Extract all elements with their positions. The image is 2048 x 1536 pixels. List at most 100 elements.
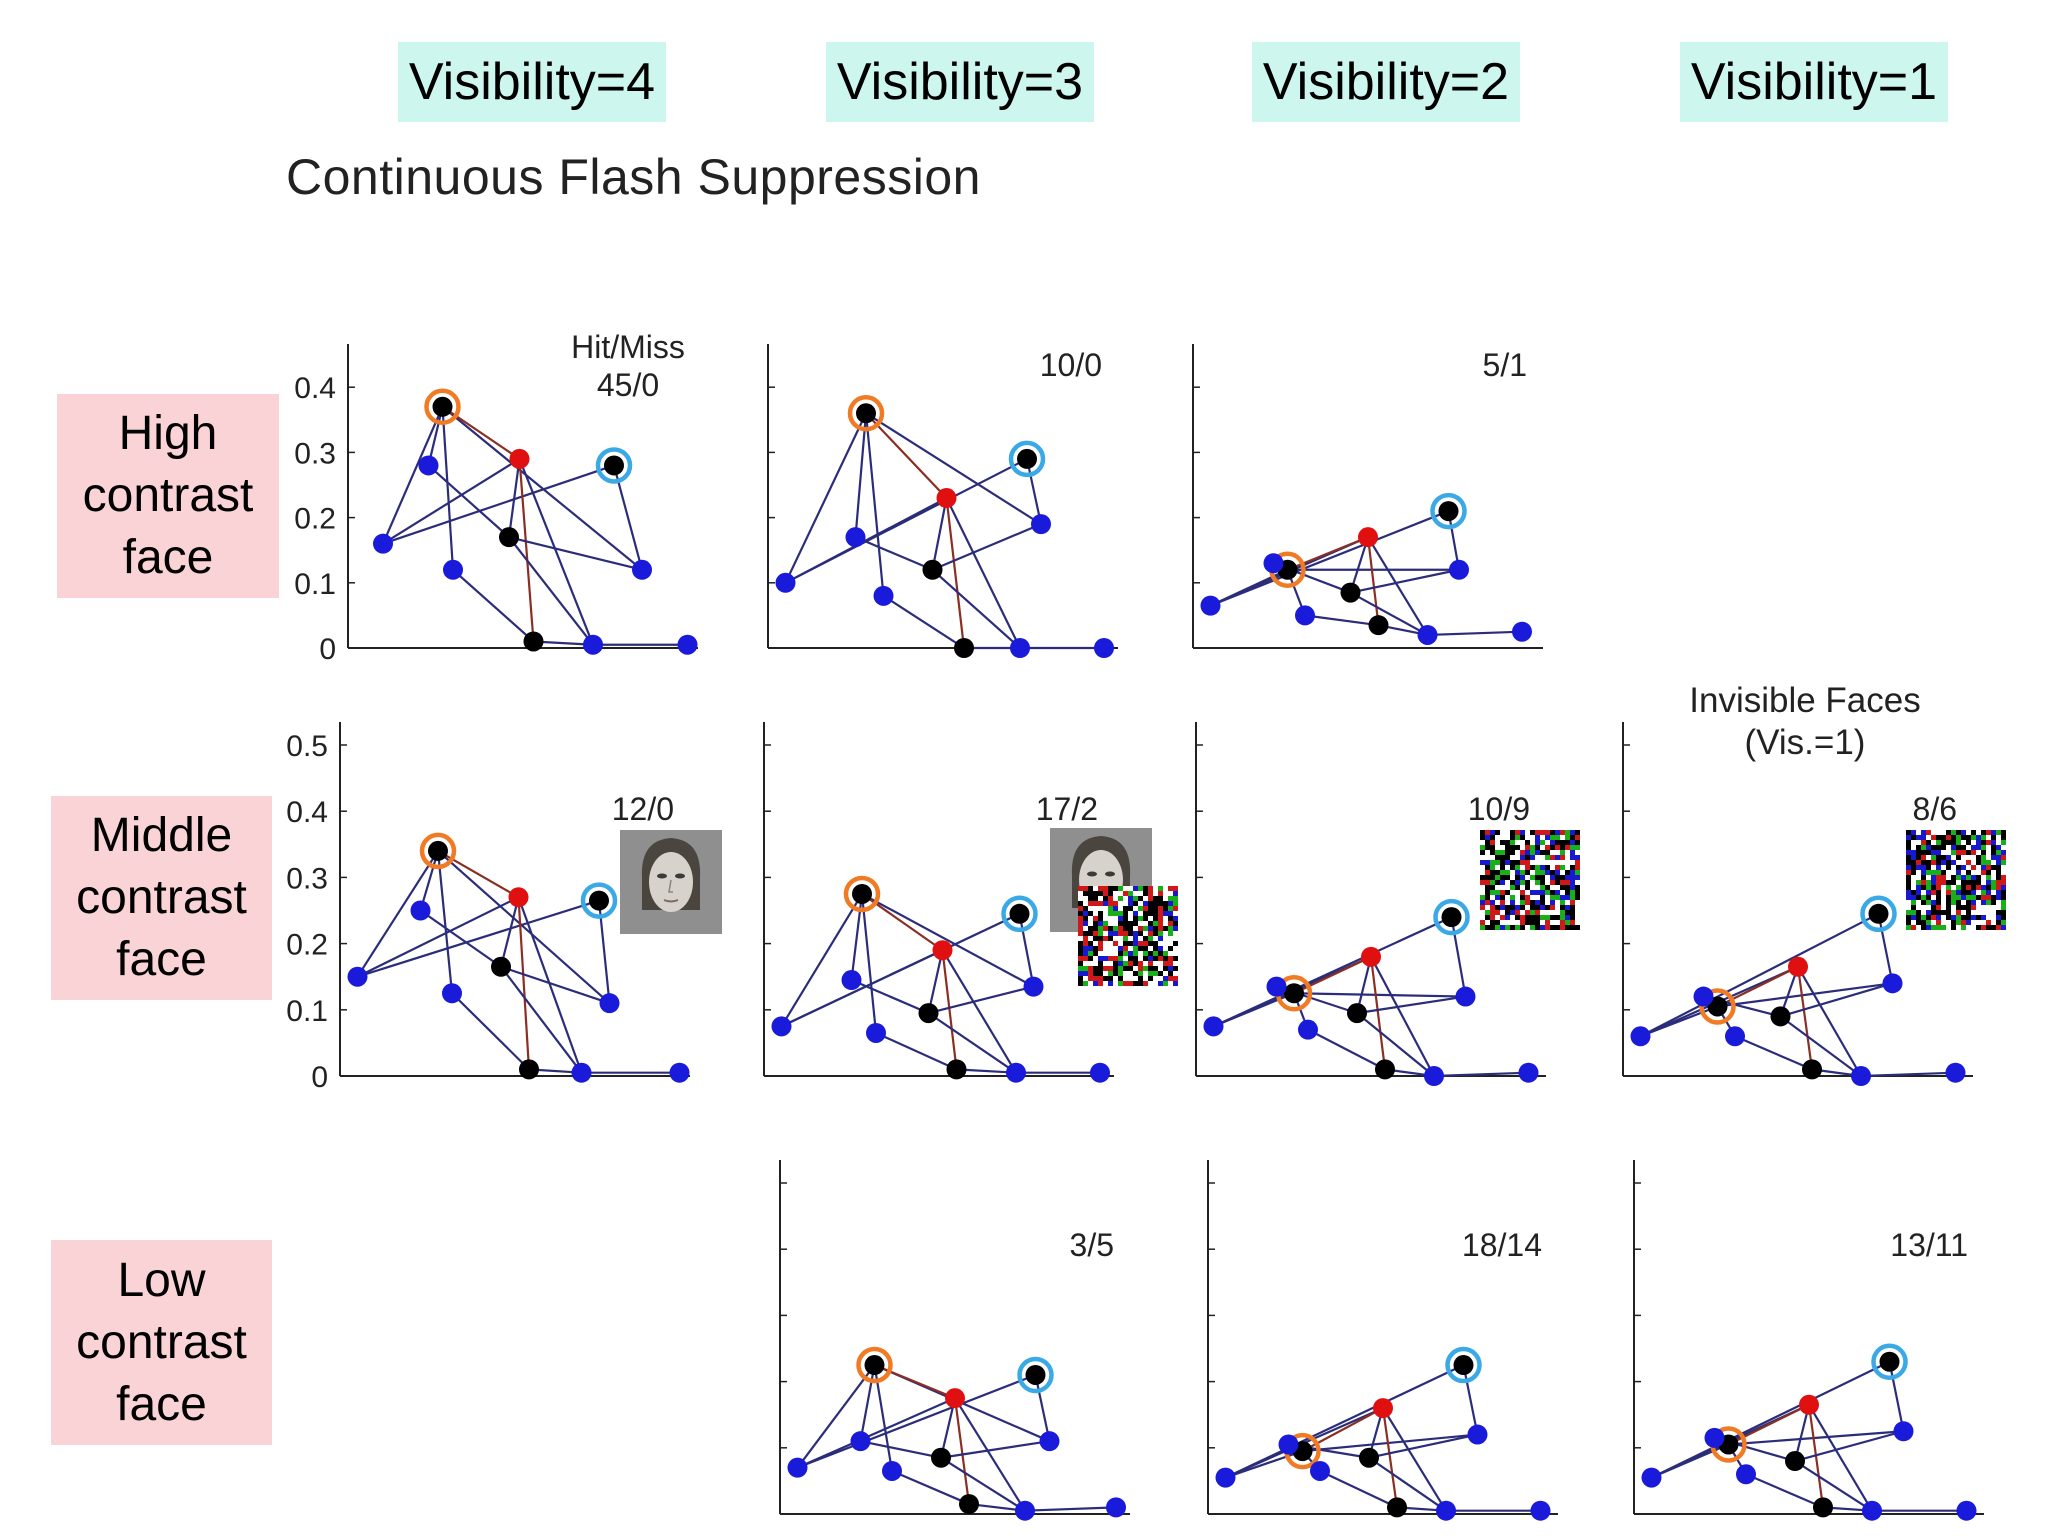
graph-edge	[865, 412, 948, 499]
noise-cell	[1153, 896, 1158, 901]
graph-edge	[797, 1373, 1036, 1469]
noise-cell	[1921, 920, 1926, 925]
noise-cell	[1158, 921, 1163, 926]
graph-node	[677, 634, 698, 655]
hit-miss-label: 5/1	[1483, 347, 1527, 383]
noise-cell	[1996, 885, 2001, 890]
noise-cell	[1951, 895, 1956, 900]
noise-cell	[1485, 835, 1490, 840]
noise-cell	[1941, 925, 1946, 930]
noise-cell	[1108, 956, 1113, 961]
noise-cell	[1158, 971, 1163, 976]
noise-cell	[1108, 911, 1113, 916]
graph-node	[864, 1355, 885, 1376]
noise-cell	[1123, 966, 1128, 971]
noise-cell	[1966, 835, 1971, 840]
noise-cell	[1153, 951, 1158, 956]
noise-cell	[1083, 941, 1088, 946]
graph-edge	[1728, 1430, 1904, 1446]
noise-cell	[1515, 865, 1520, 870]
noise-cell	[1148, 951, 1153, 956]
noise-cell	[1540, 850, 1545, 855]
graph-node	[1630, 1026, 1651, 1047]
graph-edge	[784, 412, 867, 584]
graph-edge	[780, 893, 863, 1027]
node-ring	[595, 447, 633, 484]
noise-cell	[1971, 905, 1976, 910]
noise-cell	[1173, 976, 1178, 981]
noise-cell	[1565, 910, 1570, 915]
noise-cell	[1138, 971, 1143, 976]
noise-cell	[1158, 896, 1163, 901]
noise-cell	[1088, 946, 1093, 951]
graph-edge	[1381, 1407, 1399, 1508]
noise-cell	[1906, 850, 1911, 855]
node-ring	[843, 875, 881, 913]
noise-cell	[1991, 855, 1996, 860]
noise-cell	[1118, 926, 1123, 931]
noise-cell	[1163, 966, 1168, 971]
graph-node	[932, 940, 953, 961]
noise-cell	[1123, 946, 1128, 951]
noise-cell	[1916, 885, 1921, 890]
row-label-line: contrast	[76, 871, 247, 924]
graph-edge	[1350, 568, 1460, 594]
noise-cell	[1966, 920, 1971, 925]
noise-cell	[1153, 966, 1158, 971]
noise-cell	[1138, 926, 1143, 931]
noise-cell	[1560, 865, 1565, 870]
noise-cell	[1555, 835, 1560, 840]
noise-cell	[1123, 906, 1128, 911]
noise-cell	[1951, 925, 1956, 930]
noise-cell	[1540, 895, 1545, 900]
noise-cell	[1956, 910, 1961, 915]
noise-cell	[1906, 835, 1911, 840]
graph-node	[442, 983, 462, 1004]
noise-cell	[1128, 981, 1133, 986]
graph-edge	[1356, 995, 1466, 1015]
graph-edge	[1779, 1015, 1862, 1077]
graph-edge	[499, 896, 520, 968]
noise-cell	[1906, 840, 1911, 845]
noise-cell	[1981, 840, 1986, 845]
noise-cell	[1495, 875, 1500, 880]
noise-cell	[1510, 865, 1515, 870]
hit-miss-label: 13/11	[1890, 1227, 1968, 1263]
noise-cell	[1996, 880, 2001, 885]
graph-node	[1025, 1364, 1046, 1385]
noise-cell	[1530, 875, 1535, 880]
noise-cell	[1083, 916, 1088, 921]
graph-node	[1467, 1424, 1488, 1445]
noise-cell	[1996, 925, 2001, 930]
noise-cell	[1148, 886, 1153, 891]
graph-node	[866, 1022, 886, 1043]
noise-cell	[1936, 920, 1941, 925]
graph-edge	[945, 497, 1021, 649]
noise-cell	[1520, 870, 1525, 875]
node-ring	[847, 395, 885, 432]
noise-cell	[1118, 981, 1123, 986]
noise-cell	[1936, 900, 1941, 905]
noise-cell	[1113, 886, 1118, 891]
graph-node	[599, 993, 620, 1014]
noise-cell	[1485, 890, 1490, 895]
noise-cell	[1936, 855, 1941, 860]
noise-cell	[1540, 870, 1545, 875]
noise-cell	[1570, 885, 1575, 890]
noise-cell	[1163, 976, 1168, 981]
noise-cell	[1093, 976, 1098, 981]
noise-cell	[1936, 845, 1941, 850]
noise-cell	[1946, 830, 1951, 835]
noise-cell	[1093, 931, 1098, 936]
noise-cell	[1490, 885, 1495, 890]
noise-cell	[1118, 951, 1123, 956]
graph-node	[1039, 1431, 1060, 1452]
noise-cell	[2001, 925, 2006, 930]
noise-cell	[1163, 956, 1168, 961]
noise-cell	[1535, 920, 1540, 925]
noise-cell	[1976, 875, 1981, 880]
noise-cell	[1118, 971, 1123, 976]
noise-cell	[1966, 895, 1971, 900]
noise-cell	[1961, 850, 1966, 855]
graph-edge	[941, 949, 1017, 1074]
